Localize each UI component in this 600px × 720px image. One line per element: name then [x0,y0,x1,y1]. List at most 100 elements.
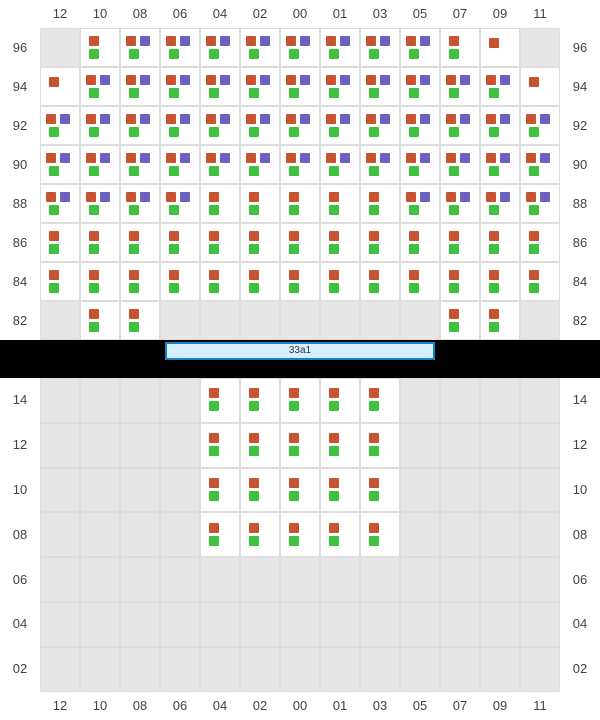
grid-cell[interactable] [160,512,200,557]
grid-cell[interactable] [120,184,160,223]
grid-cell[interactable] [440,67,480,106]
grid-cell[interactable] [400,301,440,340]
grid-cell[interactable] [80,145,120,184]
grid-cell[interactable] [320,184,360,223]
grid-cell[interactable] [440,647,480,692]
grid-cell[interactable] [120,106,160,145]
grid-cell[interactable] [400,647,440,692]
grid-cell[interactable] [160,28,200,67]
grid-cell[interactable] [400,67,440,106]
grid-cell[interactable] [320,468,360,513]
rack-label-bar[interactable]: 33a1 [165,342,435,360]
grid-cell[interactable] [40,184,80,223]
grid-cell[interactable] [280,423,320,468]
grid-cell[interactable] [160,262,200,301]
grid-cell[interactable] [40,145,80,184]
grid-cell[interactable] [120,67,160,106]
grid-cell[interactable] [360,557,400,602]
grid-cell[interactable] [400,184,440,223]
grid-cell[interactable] [280,557,320,602]
grid-cell[interactable] [80,184,120,223]
grid-cell[interactable] [480,184,520,223]
grid-cell[interactable] [360,512,400,557]
grid-cell[interactable] [320,223,360,262]
grid-cell[interactable] [480,223,520,262]
grid-cell[interactable] [400,145,440,184]
grid-cell[interactable] [360,106,400,145]
grid-cell[interactable] [240,67,280,106]
grid-cell[interactable] [400,106,440,145]
grid-cell[interactable] [320,106,360,145]
grid-cell[interactable] [120,423,160,468]
grid-cell[interactable] [440,512,480,557]
grid-cell[interactable] [440,223,480,262]
grid-cell[interactable] [200,512,240,557]
grid-cell[interactable] [40,262,80,301]
grid-cell[interactable] [240,468,280,513]
grid-cell[interactable] [80,647,120,692]
grid-cell[interactable] [480,145,520,184]
grid-cell[interactable] [480,602,520,647]
grid-cell[interactable] [200,184,240,223]
grid-cell[interactable] [160,67,200,106]
grid-cell[interactable] [160,602,200,647]
grid-cell[interactable] [40,647,80,692]
grid-cell[interactable] [240,647,280,692]
grid-cell[interactable] [400,468,440,513]
grid-cell[interactable] [280,223,320,262]
grid-cell[interactable] [360,262,400,301]
grid-cell[interactable] [80,557,120,602]
grid-cell[interactable] [120,378,160,423]
grid-cell[interactable] [520,106,560,145]
grid-cell[interactable] [40,301,80,340]
grid-cell[interactable] [120,28,160,67]
grid-cell[interactable] [160,647,200,692]
grid-cell[interactable] [120,223,160,262]
grid-cell[interactable] [160,423,200,468]
grid-cell[interactable] [80,602,120,647]
grid-cell[interactable] [360,647,400,692]
grid-cell[interactable] [40,602,80,647]
grid-cell[interactable] [280,602,320,647]
grid-cell[interactable] [440,602,480,647]
grid-cell[interactable] [120,468,160,513]
grid-cell[interactable] [480,557,520,602]
grid-cell[interactable] [320,647,360,692]
grid-cell[interactable] [240,223,280,262]
grid-cell[interactable] [400,378,440,423]
grid-cell[interactable] [120,145,160,184]
grid-cell[interactable] [280,262,320,301]
grid-cell[interactable] [280,468,320,513]
grid-cell[interactable] [80,301,120,340]
grid-cell[interactable] [520,512,560,557]
grid-cell[interactable] [280,28,320,67]
grid-cell[interactable] [200,28,240,67]
grid-cell[interactable] [80,28,120,67]
grid-cell[interactable] [200,67,240,106]
grid-cell[interactable] [80,512,120,557]
grid-cell[interactable] [440,262,480,301]
grid-cell[interactable] [520,262,560,301]
grid-cell[interactable] [360,602,400,647]
grid-cell[interactable] [440,468,480,513]
grid-cell[interactable] [280,378,320,423]
grid-cell[interactable] [480,423,520,468]
grid-cell[interactable] [80,106,120,145]
grid-cell[interactable] [440,28,480,67]
grid-cell[interactable] [520,145,560,184]
grid-cell[interactable] [200,301,240,340]
grid-cell[interactable] [120,262,160,301]
grid-cell[interactable] [240,106,280,145]
grid-cell[interactable] [120,301,160,340]
grid-cell[interactable] [520,557,560,602]
grid-cell[interactable] [360,184,400,223]
grid-cell[interactable] [200,262,240,301]
grid-cell[interactable] [320,301,360,340]
grid-cell[interactable] [40,67,80,106]
grid-cell[interactable] [440,145,480,184]
grid-cell[interactable] [480,647,520,692]
grid-cell[interactable] [440,378,480,423]
grid-cell[interactable] [320,378,360,423]
grid-cell[interactable] [160,106,200,145]
grid-cell[interactable] [160,301,200,340]
